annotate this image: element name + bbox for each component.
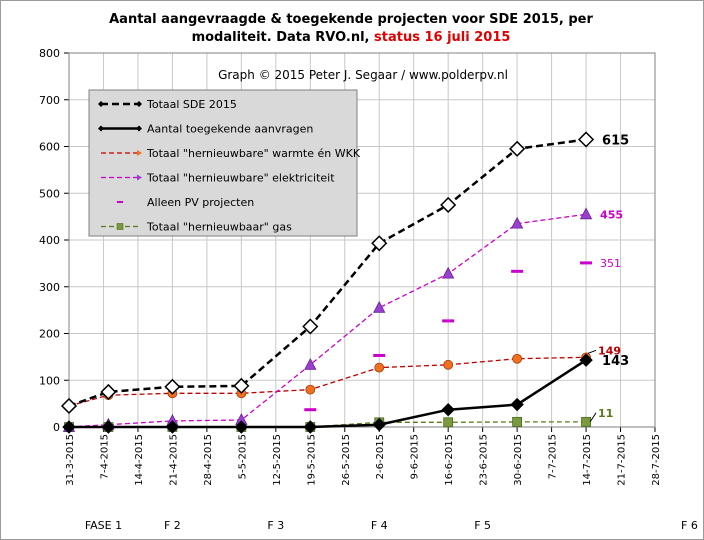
data-point	[101, 420, 116, 434]
data-point	[512, 416, 523, 427]
end-value-label: 455	[600, 208, 623, 221]
data-point	[577, 131, 595, 148]
data-point	[443, 359, 454, 370]
x-tick-label: 30-6-2015	[513, 434, 524, 486]
x-tick-label: 28-4-2015	[203, 434, 214, 486]
leader-line	[587, 349, 597, 354]
data-point	[510, 216, 524, 229]
data-point	[304, 357, 317, 370]
data-point	[234, 420, 249, 434]
plot-frame	[68, 52, 656, 428]
x-tick-label: 28-7-2015	[651, 434, 662, 486]
chart-title-source: modaliteit. Data RVO.nl,	[192, 30, 374, 45]
phase-label: F 4	[371, 519, 388, 532]
leader-line	[589, 412, 597, 423]
data-point	[62, 420, 76, 434]
legend-entry: Totaal "hernieuwbare" elektriciteit	[146, 172, 335, 185]
data-point	[441, 402, 455, 417]
end-value-label: 615	[602, 133, 629, 148]
data-point	[165, 420, 180, 434]
y-tick-label: 700	[39, 94, 60, 107]
x-tick-label: 26-5-2015	[341, 434, 352, 486]
end-value-label: 351	[600, 257, 621, 270]
phase-label: F 5	[474, 519, 491, 532]
end-value-label: 149	[598, 344, 621, 357]
legend-marker	[98, 101, 104, 107]
end-value-label: 11	[598, 407, 613, 420]
data-point	[512, 353, 523, 364]
data-point	[579, 353, 593, 367]
data-point	[303, 420, 318, 434]
x-tick-label: 16-6-2015	[444, 434, 455, 486]
y-tick-label: 600	[39, 141, 60, 154]
legend-marker	[136, 101, 142, 107]
x-tick-label: 14-7-2015	[582, 434, 593, 486]
x-tick-label: 31-3-2015	[65, 434, 76, 486]
data-point	[440, 196, 457, 213]
data-point	[60, 397, 78, 415]
legend-marker	[136, 125, 142, 132]
x-tick-label: 2-6-2015	[375, 434, 386, 479]
y-tick-label: 100	[39, 374, 60, 387]
phase-label: FASE 1	[85, 519, 122, 532]
x-tick-label: 21-7-2015	[617, 434, 628, 486]
x-tick-label: 19-5-2015	[306, 434, 317, 486]
x-tick-label: 9-6-2015	[410, 434, 421, 479]
legend-marker	[137, 150, 142, 156]
y-tick-label: 500	[39, 187, 60, 200]
x-tick-label: 12-5-2015	[272, 434, 283, 486]
data-point	[442, 266, 455, 279]
phase-label: F 3	[267, 519, 284, 532]
chart-title-line2: modaliteit. Data RVO.nl, status 16 juli …	[192, 30, 511, 45]
data-point	[371, 235, 388, 252]
legend-marker	[116, 223, 124, 230]
data-point	[305, 384, 316, 395]
x-tick-label: 5-5-2015	[237, 434, 248, 479]
x-tick-label: 14-4-2015	[134, 434, 145, 486]
y-tick-label: 400	[39, 234, 60, 247]
y-tick-label: 200	[39, 328, 60, 341]
y-tick-label: 800	[39, 47, 60, 60]
data-point	[164, 378, 181, 395]
data-point	[581, 416, 591, 427]
data-point	[509, 140, 526, 157]
chart-title-line1: Aantal aangevraagde & toegekende project…	[109, 12, 593, 27]
x-tick-label: 7-7-2015	[548, 434, 559, 479]
data-point	[372, 417, 386, 432]
data-point	[374, 362, 385, 373]
legend-box	[88, 89, 358, 237]
phase-label: F 6	[681, 519, 698, 532]
legend-entry: Aantal toegekende aanvragen	[147, 123, 313, 136]
legend-entry: Alleen PV projecten	[147, 196, 254, 209]
x-tick-label: 21-4-2015	[168, 434, 179, 486]
graph-credit: Graph © 2015 Peter J. Segaar / www.polde…	[218, 68, 508, 82]
data-point	[373, 300, 386, 313]
end-value-label: 143	[602, 354, 629, 369]
data-point	[302, 318, 319, 335]
legend-marker	[137, 174, 142, 181]
y-tick-label: 0	[53, 421, 60, 434]
x-tick-label: 7-4-2015	[99, 434, 110, 479]
legend-entry: Totaal "hernieuwbaar" gas	[146, 221, 292, 234]
data-point	[100, 383, 117, 400]
chart-title-status: status 16 juli 2015	[374, 30, 510, 45]
legend-entry: Totaal SDE 2015	[146, 98, 237, 111]
phase-label: F 2	[164, 519, 181, 532]
y-tick-label: 300	[39, 281, 60, 294]
data-point	[443, 417, 454, 428]
legend-entry: Totaal "hernieuwbare" warmte én WKK	[146, 147, 361, 160]
data-point	[510, 397, 524, 412]
legend-marker	[98, 125, 104, 132]
data-point	[579, 207, 593, 220]
x-tick-label: 23-6-2015	[479, 434, 490, 486]
data-point	[233, 377, 250, 394]
